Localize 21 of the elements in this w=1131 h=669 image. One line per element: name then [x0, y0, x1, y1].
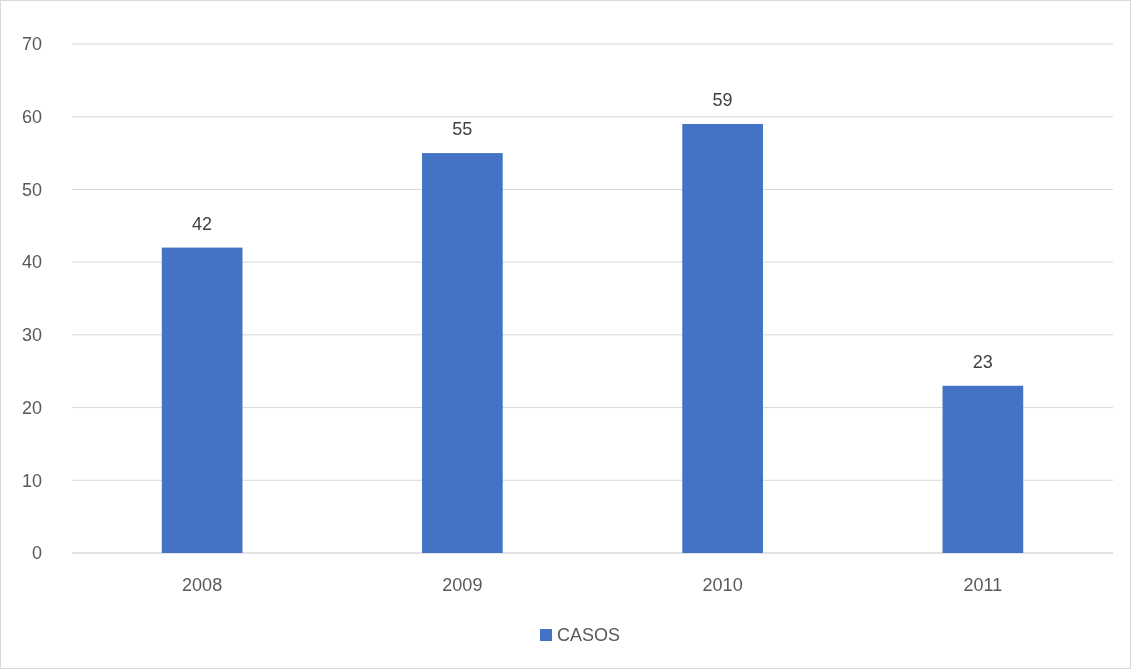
data-label: 59 — [712, 89, 733, 110]
data-label: 42 — [192, 213, 213, 234]
data-label: 55 — [452, 119, 473, 140]
x-tick-label: 2011 — [963, 575, 1003, 595]
y-tick-label: 60 — [21, 107, 42, 128]
y-tick-label: 50 — [21, 179, 42, 200]
x-tick-label: 2009 — [442, 575, 483, 595]
y-tick-label: 30 — [21, 325, 42, 346]
y-tick-label: 70 — [21, 34, 42, 55]
bar — [682, 123, 763, 553]
y-tick-label: 40 — [21, 252, 42, 273]
y-tick-label: 10 — [21, 470, 42, 491]
legend-label: CASOS — [557, 625, 621, 646]
bar — [942, 385, 1024, 553]
y-tick-label: 20 — [21, 397, 42, 418]
x-tick-label: 2008 — [182, 575, 223, 595]
bar — [422, 153, 503, 553]
x-tick-label: 2010 — [702, 575, 743, 595]
bar — [161, 247, 243, 553]
y-tick-label: 0 — [31, 543, 42, 564]
data-label: 23 — [972, 351, 993, 372]
